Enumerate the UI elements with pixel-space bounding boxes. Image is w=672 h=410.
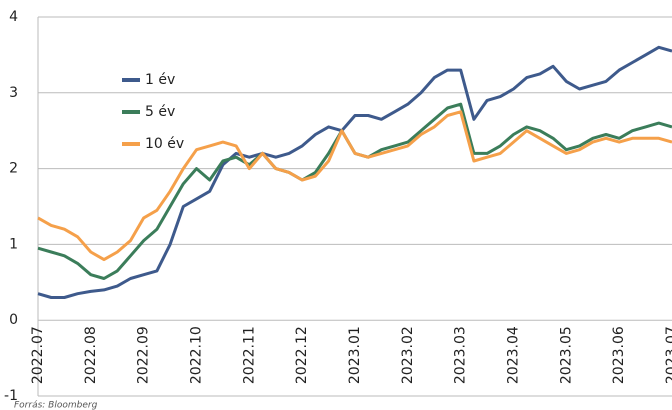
x-tick-label: 2022.10 xyxy=(189,326,205,384)
y-tick-label: 4 xyxy=(9,9,18,25)
x-tick-label: 2023.06 xyxy=(611,326,627,384)
legend-label: 1 év xyxy=(145,72,175,88)
x-tick-label: 2023.04 xyxy=(506,326,522,384)
x-tick-label: 2023.03 xyxy=(453,326,469,384)
y-tick-label: 3 xyxy=(9,85,18,101)
x-tick-label: 2023.02 xyxy=(400,326,416,384)
x-tick-label: 2022.07 xyxy=(30,326,46,384)
legend-label: 10 év xyxy=(145,136,184,152)
y-tick-label: 1 xyxy=(9,236,18,252)
source-note: Forrás: Bloomberg xyxy=(14,401,98,410)
y-tick-label: 2 xyxy=(9,161,18,177)
y-tick-label: -1 xyxy=(4,388,18,404)
x-tick-label: 2022.12 xyxy=(294,326,310,384)
series-line xyxy=(37,110,672,262)
x-tick-label: 2022.09 xyxy=(136,326,152,384)
x-tick-label: 2023.01 xyxy=(347,326,363,384)
x-tick-label: 2023.05 xyxy=(558,326,574,384)
series-line xyxy=(37,45,672,299)
x-tick-label: 2022.08 xyxy=(83,326,99,384)
legend-label: 5 év xyxy=(145,104,175,120)
y-tick-label: 0 xyxy=(9,312,18,328)
series-line xyxy=(37,102,672,280)
x-tick-label: 2023.07 xyxy=(664,326,672,384)
x-tick-label: 2022.11 xyxy=(241,326,257,384)
